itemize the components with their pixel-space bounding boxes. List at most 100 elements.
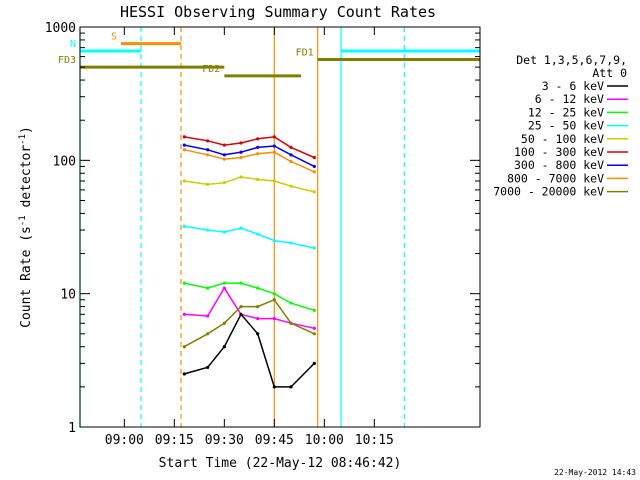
series-3-point-5	[272, 179, 276, 183]
series-4-point-3	[239, 226, 243, 230]
series-1-point-4	[256, 145, 260, 150]
series-5-point-4	[256, 286, 260, 290]
series-1-point-2	[222, 153, 226, 157]
y-axis-label: Count Rate (s-1 detector-1)	[18, 126, 34, 328]
series-7-point-1	[206, 332, 210, 336]
series-7-point-2	[222, 321, 226, 325]
series-2-point-4	[256, 152, 260, 156]
series-8-point-0	[182, 372, 186, 376]
series-6-point-0	[182, 312, 186, 316]
y-tick-label-2: 100	[53, 154, 76, 169]
series-line-7	[183, 298, 315, 348]
series-2-point-7	[312, 170, 316, 174]
legend-label-3: 25 - 50 keV	[528, 119, 604, 133]
series-7-point-7	[312, 332, 316, 336]
series-2-point-3	[239, 155, 243, 160]
series-1-point-6	[289, 153, 293, 157]
series-8-point-3	[239, 312, 243, 316]
x-tick-label-2: 09:30	[205, 433, 244, 448]
y-tick-label-3: 1000	[45, 21, 76, 36]
legend-header-1: Att 0	[592, 66, 627, 80]
series-line-3	[184, 176, 315, 193]
series-8-point-1	[206, 365, 210, 369]
interval-bar-label-3: FD3	[58, 55, 76, 66]
interval-bar-label-4: FD2	[202, 64, 220, 75]
series-line-1	[184, 144, 315, 168]
series-8-point-5	[272, 385, 276, 389]
y-axis-label-sup2: -1	[18, 134, 28, 145]
series-2-point-6	[289, 159, 293, 164]
series-5-point-3	[239, 281, 243, 285]
series-line-8	[184, 312, 315, 388]
series-6-point-5	[272, 317, 276, 321]
series-7-point-0	[182, 345, 186, 349]
series-6-point-4	[256, 317, 260, 321]
series-4-point-6	[289, 241, 293, 245]
series-2-point-1	[206, 153, 210, 157]
series-2-point-2	[222, 157, 226, 161]
series-4-point-1	[206, 228, 210, 232]
y-axis-label-mid: detector	[19, 145, 34, 216]
series-3-point-6	[289, 184, 293, 188]
legend-label-0: 3 - 6 keV	[542, 79, 604, 93]
series-8-point-7	[312, 361, 316, 365]
series-6-point-2	[222, 286, 226, 290]
y-tick-label-0: 1	[68, 421, 76, 436]
series-5-point-1	[206, 286, 210, 290]
legend-label-4: 50 - 100 keV	[521, 132, 604, 146]
series-0-point-5	[272, 135, 276, 139]
series-5-point-6	[289, 301, 293, 305]
series-line-4	[184, 225, 315, 249]
series-5-point-2	[222, 281, 226, 285]
series-4-point-2	[222, 230, 226, 234]
series-0-point-0	[182, 135, 186, 139]
series-0-point-7	[312, 155, 316, 160]
chart-title: HESSI Observing Summary Count Rates	[120, 3, 436, 21]
series-0-point-4	[256, 137, 260, 141]
series-0-point-3	[239, 141, 243, 145]
series-1-point-3	[239, 150, 243, 154]
series-1-point-1	[206, 148, 210, 152]
series-1-point-7	[312, 164, 316, 169]
y-axis-label-sup1: -1	[18, 215, 28, 226]
axes: 09:00 09:15 09:30 09:45 10:00 10:15 1 10 100 1000	[45, 21, 480, 448]
x-axis-label: Start Time (22-May-12 08:46:42)	[159, 456, 402, 471]
series-8-point-4	[256, 332, 260, 336]
y-tick-label-1: 10	[60, 288, 76, 303]
series-line-6	[184, 286, 315, 330]
series-3-point-1	[206, 182, 210, 186]
x-tick-label-4: 10:00	[305, 433, 344, 448]
series-4-point-5	[272, 239, 276, 243]
legend-label-5: 100 - 300 keV	[514, 145, 604, 159]
legend-label-7: 800 - 7000 keV	[507, 171, 604, 185]
footer-stamp: 22-May-2012 14:43	[554, 468, 636, 477]
series-line-5	[184, 282, 315, 312]
series-0-point-1	[206, 139, 210, 143]
series-8-point-6	[289, 385, 293, 389]
series-line-0	[184, 136, 315, 159]
series-3-point-4	[256, 177, 260, 181]
series-2-point-5	[272, 150, 276, 154]
series-5-point-0	[182, 281, 186, 285]
interval-bar-label-5: FD1	[296, 48, 314, 59]
x-tick-label-0: 09:00	[105, 433, 144, 448]
x-tick-label-1: 09:15	[155, 433, 194, 448]
legend-label-1: 6 - 12 keV	[535, 92, 604, 106]
legend-header-0: Det 1,3,5,6,7,9,	[516, 53, 627, 67]
series-5-point-7	[312, 308, 316, 312]
series-1-point-0	[182, 143, 186, 147]
series-8-point-2	[222, 345, 226, 349]
series-6-point-1	[206, 314, 210, 318]
series-3-point-2	[222, 181, 226, 185]
series-3-point-0	[182, 179, 186, 183]
series-3-point-3	[239, 175, 243, 179]
series-7-point-6	[289, 321, 293, 325]
x-tick-label-5: 10:15	[355, 433, 394, 448]
y-axis-label-end: )	[19, 126, 34, 134]
legend-label-2: 12 - 25 keV	[528, 105, 604, 119]
series-0-point-6	[289, 145, 293, 150]
legend-label-8: 7000 - 20000 keV	[493, 185, 604, 199]
series-7-point-3	[239, 304, 243, 309]
